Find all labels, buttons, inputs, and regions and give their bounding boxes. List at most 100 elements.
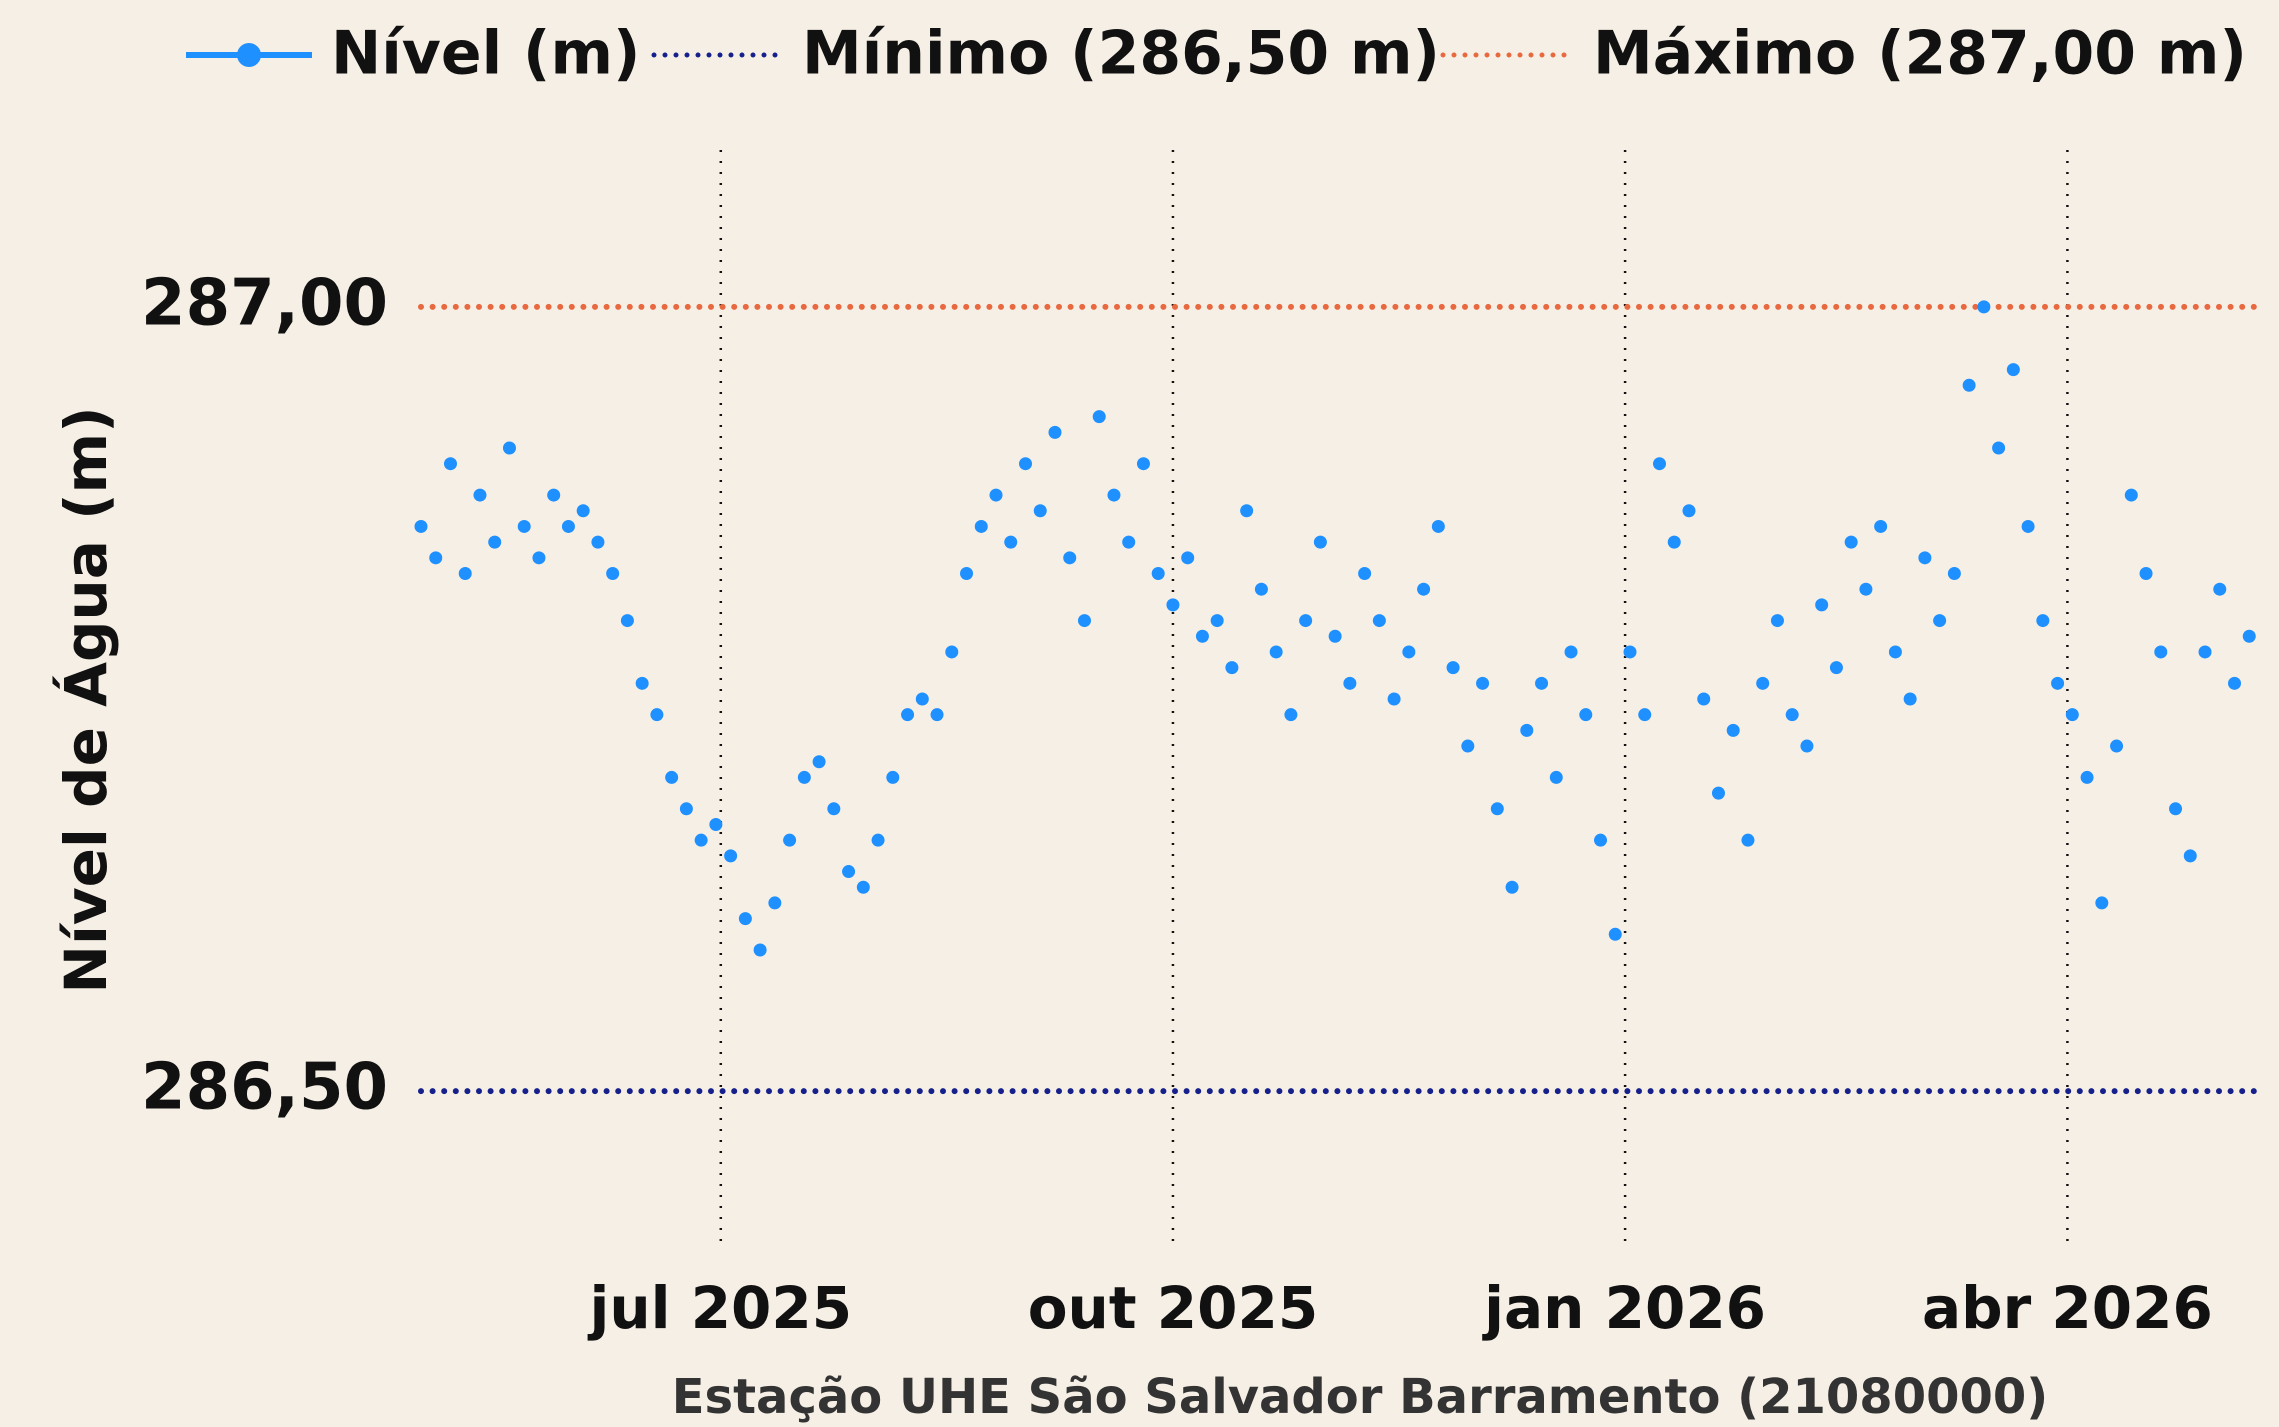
data-point bbox=[488, 535, 502, 549]
data-point bbox=[1505, 880, 1519, 894]
data-point bbox=[753, 943, 767, 957]
data-point bbox=[768, 896, 782, 910]
data-point bbox=[783, 833, 797, 847]
data-point bbox=[709, 817, 723, 831]
x-tick-label: jul 2025 bbox=[587, 1274, 852, 1342]
data-point bbox=[1594, 833, 1608, 847]
data-point bbox=[1048, 425, 1062, 439]
y-tick-label: 287,00 bbox=[141, 266, 388, 340]
data-point bbox=[2139, 567, 2153, 581]
data-point bbox=[1107, 488, 1121, 502]
legend-label: Nível (m) bbox=[331, 19, 640, 89]
data-point bbox=[2021, 519, 2035, 533]
data-point bbox=[2006, 363, 2020, 377]
data-point bbox=[1210, 614, 1224, 628]
data-point bbox=[1888, 645, 1902, 659]
data-point bbox=[1122, 535, 1136, 549]
data-point bbox=[547, 488, 561, 502]
y-axis-title: Nível de Água (m) bbox=[51, 406, 120, 993]
data-point bbox=[2095, 896, 2109, 910]
data-point bbox=[2051, 676, 2065, 690]
data-point bbox=[1785, 708, 1799, 722]
data-point bbox=[2110, 739, 2124, 753]
subtitle: Estação UHE São Salvador Barramento (210… bbox=[672, 1369, 2048, 1425]
data-point bbox=[1711, 786, 1725, 800]
legend-label: Mínimo (286,50 m) bbox=[802, 19, 1440, 89]
data-point bbox=[2228, 676, 2242, 690]
data-point bbox=[871, 833, 885, 847]
data-point bbox=[1608, 927, 1622, 941]
data-point bbox=[1313, 535, 1327, 549]
data-point bbox=[1697, 692, 1711, 706]
data-point bbox=[1284, 708, 1298, 722]
data-point bbox=[915, 692, 929, 706]
data-point bbox=[473, 488, 487, 502]
data-point bbox=[1520, 723, 1534, 737]
data-point bbox=[1063, 551, 1077, 565]
data-point bbox=[1387, 692, 1401, 706]
x-tick-label: jan 2026 bbox=[1482, 1274, 1766, 1342]
data-point bbox=[1623, 645, 1637, 659]
data-point bbox=[1358, 567, 1372, 581]
data-point bbox=[1652, 457, 1666, 471]
data-point bbox=[1476, 676, 1490, 690]
data-point bbox=[2124, 488, 2138, 502]
data-point bbox=[1166, 598, 1180, 612]
data-point bbox=[1667, 535, 1681, 549]
data-point bbox=[620, 614, 634, 628]
data-point bbox=[1461, 739, 1475, 753]
data-point bbox=[2154, 645, 2168, 659]
data-point bbox=[974, 519, 988, 533]
data-point bbox=[1726, 723, 1740, 737]
data-point bbox=[1564, 645, 1578, 659]
data-point bbox=[901, 708, 915, 722]
data-point bbox=[1918, 551, 1932, 565]
data-point bbox=[1254, 582, 1268, 596]
data-point bbox=[989, 488, 1003, 502]
data-point bbox=[1977, 300, 1991, 314]
data-point bbox=[1844, 535, 1858, 549]
data-point bbox=[1299, 614, 1313, 628]
data-point bbox=[665, 770, 679, 784]
data-point bbox=[1933, 614, 1947, 628]
data-point bbox=[1770, 614, 1784, 628]
data-point bbox=[1225, 661, 1239, 675]
data-point bbox=[650, 708, 664, 722]
data-point bbox=[429, 551, 443, 565]
data-point bbox=[797, 770, 811, 784]
data-point bbox=[1402, 645, 1416, 659]
data-point bbox=[1756, 676, 1770, 690]
data-point bbox=[1019, 457, 1033, 471]
data-point bbox=[930, 708, 944, 722]
y-tick-label: 286,50 bbox=[141, 1051, 388, 1125]
data-point bbox=[724, 849, 738, 863]
data-point bbox=[812, 755, 826, 769]
data-point bbox=[842, 865, 856, 879]
x-tick-label: abr 2026 bbox=[1922, 1274, 2213, 1342]
data-point bbox=[414, 519, 428, 533]
data-point bbox=[945, 645, 959, 659]
data-point bbox=[576, 504, 590, 518]
data-point bbox=[1092, 410, 1106, 424]
data-point bbox=[1859, 582, 1873, 596]
data-point bbox=[2036, 614, 2050, 628]
data-point bbox=[1992, 441, 2006, 455]
data-point bbox=[517, 519, 531, 533]
data-point bbox=[2169, 802, 2183, 816]
data-point bbox=[1800, 739, 1814, 753]
data-point bbox=[827, 802, 841, 816]
data-point bbox=[606, 567, 620, 581]
data-point bbox=[1903, 692, 1917, 706]
data-point bbox=[1490, 802, 1504, 816]
data-point bbox=[1741, 833, 1755, 847]
legend-label: Máximo (287,00 m) bbox=[1593, 19, 2247, 89]
data-point bbox=[1136, 457, 1150, 471]
data-point bbox=[1240, 504, 1254, 518]
data-point bbox=[1947, 567, 1961, 581]
data-point bbox=[886, 770, 900, 784]
data-point bbox=[856, 880, 870, 894]
data-point bbox=[1077, 614, 1091, 628]
data-point bbox=[1343, 676, 1357, 690]
data-point bbox=[2080, 770, 2094, 784]
